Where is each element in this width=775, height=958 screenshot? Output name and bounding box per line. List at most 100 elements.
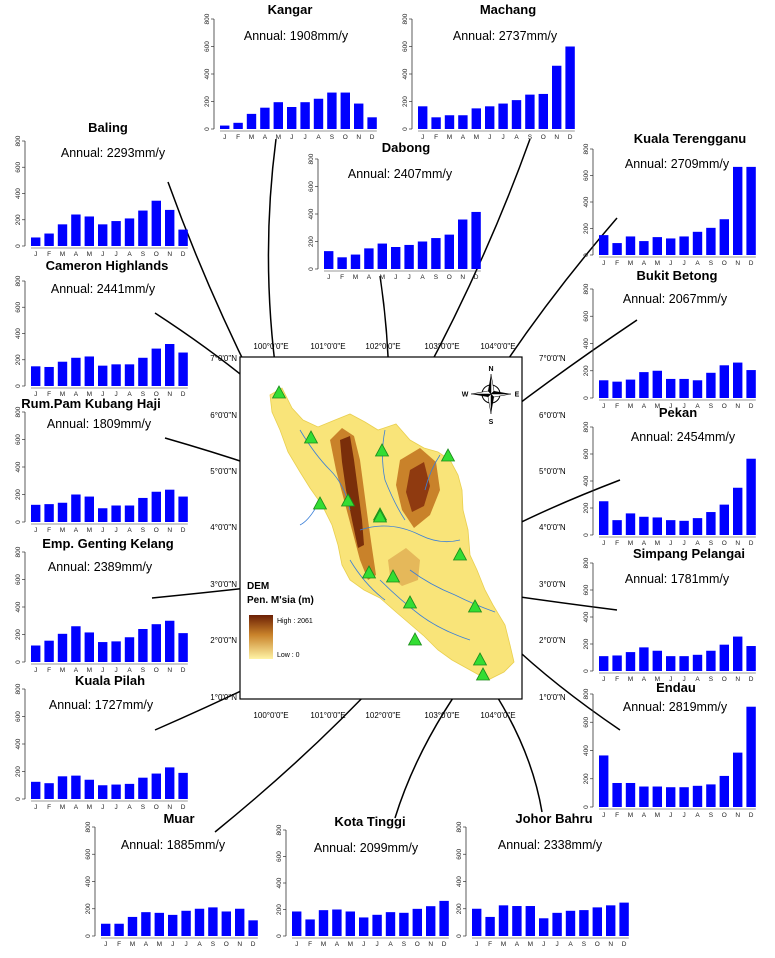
month-label: F xyxy=(615,812,619,819)
month-label: J xyxy=(682,812,685,819)
y-tick-label: 0 xyxy=(15,660,22,664)
bar-a-4 xyxy=(332,909,342,936)
station-annual-total: Annual: 2293mm/y xyxy=(61,146,166,160)
y-tick-label: 200 xyxy=(15,489,22,500)
month-label: O xyxy=(154,667,159,674)
station-annual-total: Annual: 2067mm/y xyxy=(623,292,728,306)
longitude-label-bottom: 103°0'0"E xyxy=(424,711,459,720)
month-label: M xyxy=(87,667,92,674)
legend-title-dem: DEM xyxy=(247,581,269,592)
y-tick-label: 600 xyxy=(15,161,22,172)
month-label: F xyxy=(434,134,438,141)
station-chart-dabong: Dabong Annual: 2407mm/y 0 200 400 600 800 J F M A M… xyxy=(308,140,481,281)
month-label: D xyxy=(251,941,256,948)
bar-f-2 xyxy=(612,243,622,255)
leader-line xyxy=(267,138,280,394)
bar-n-11 xyxy=(165,209,175,246)
bar-a-4 xyxy=(639,372,649,398)
month-label: J xyxy=(602,812,605,819)
y-tick-label: 0 xyxy=(15,520,22,524)
y-tick-label: 400 xyxy=(583,338,590,349)
month-label: S xyxy=(709,260,714,267)
bar-s-9 xyxy=(706,784,716,807)
month-label: O xyxy=(224,941,229,948)
station-marker xyxy=(472,652,488,666)
y-tick-label: 200 xyxy=(456,903,463,914)
y-tick-label: 200 xyxy=(308,236,315,247)
month-label: O xyxy=(154,251,159,258)
month-label: J xyxy=(101,391,104,398)
bar-s-9 xyxy=(706,650,716,671)
month-label: A xyxy=(74,667,79,674)
bar-j-1 xyxy=(220,125,230,129)
y-tick-label: 800 xyxy=(583,557,590,568)
station-chart-simpang-pelangai: Simpang Pelangai Annual: 1781mm/y 0 200 400 6… xyxy=(583,546,756,683)
bar-d-12 xyxy=(178,772,188,799)
month-label: A xyxy=(197,941,202,948)
bar-s-9 xyxy=(208,907,218,936)
month-label: D xyxy=(749,812,754,819)
month-label: J xyxy=(114,391,117,398)
month-label: D xyxy=(749,403,754,410)
bar-m-5 xyxy=(652,650,662,671)
month-label: D xyxy=(370,134,375,141)
bar-a-8 xyxy=(124,364,135,386)
y-tick-label: 600 xyxy=(583,170,590,181)
month-label: M xyxy=(655,260,660,267)
compass-east-label: E xyxy=(515,392,520,399)
month-label: M xyxy=(60,804,65,811)
month-label: M xyxy=(655,676,660,683)
y-tick-label: 600 xyxy=(276,851,283,862)
month-label: S xyxy=(141,667,146,674)
bar-f-2 xyxy=(114,923,124,936)
month-label: D xyxy=(442,941,447,948)
y-tick-label: 0 xyxy=(204,127,211,131)
legend-high-label: High : 2061 xyxy=(277,618,313,625)
bar-d-12 xyxy=(746,706,756,807)
station-marker xyxy=(361,565,377,579)
station-annual-total: Annual: 2709mm/y xyxy=(625,157,730,171)
bar-m-3 xyxy=(625,652,636,671)
station-title: Cameron Highlands xyxy=(46,258,169,273)
bar-m-5 xyxy=(652,370,662,398)
y-tick-label: 200 xyxy=(15,354,22,365)
bar-a-4 xyxy=(639,241,649,255)
bar-f-2 xyxy=(44,640,54,662)
month-label: J xyxy=(101,804,104,811)
bar-o-10 xyxy=(151,773,161,799)
month-label: A xyxy=(461,134,466,141)
month-label: M xyxy=(249,134,254,141)
y-tick-label: 800 xyxy=(15,683,22,694)
bar-m-5 xyxy=(652,237,662,255)
station-chart-kangar: Kangar Annual: 1908mm/y 0 200 400 600 800 J F M A M… xyxy=(204,2,377,141)
bar-a-4 xyxy=(71,214,81,246)
bar-m-5 xyxy=(84,216,94,246)
bar-a-8 xyxy=(124,637,135,662)
month-label: M xyxy=(130,941,135,948)
bar-a-4 xyxy=(639,786,649,807)
month-label: A xyxy=(695,676,700,683)
bar-j-7 xyxy=(552,912,562,936)
bar-n-11 xyxy=(733,752,743,807)
month-label: N xyxy=(460,274,465,281)
legend-color-ramp xyxy=(249,615,273,659)
month-label: A xyxy=(420,274,425,281)
month-label: D xyxy=(749,260,754,267)
month-label: F xyxy=(615,260,619,267)
month-label: F xyxy=(47,391,51,398)
bar-j-1 xyxy=(418,106,428,129)
bar-o-10 xyxy=(719,504,729,535)
bar-f-2 xyxy=(337,257,347,269)
longitude-label-bottom: 100°0'0"E xyxy=(253,711,288,720)
bar-a-8 xyxy=(124,218,135,246)
land-mass xyxy=(269,387,515,681)
month-label: M xyxy=(501,941,506,948)
bar-s-9 xyxy=(138,357,148,386)
month-label: J xyxy=(669,540,672,547)
bar-d-12 xyxy=(178,352,188,386)
month-label: D xyxy=(749,676,754,683)
latitude-label-right: 5°0'0"N xyxy=(539,467,566,476)
month-label: J xyxy=(682,260,685,267)
station-title: Baling xyxy=(88,120,128,135)
station-title: Rum.Pam Kubang Haji xyxy=(21,396,160,411)
